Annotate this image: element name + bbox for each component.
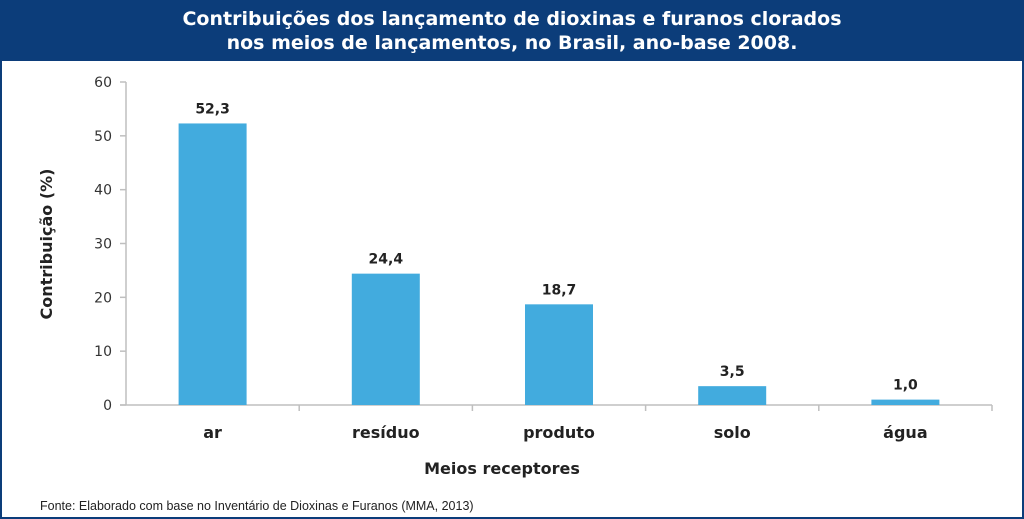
- bar-chart: 0 10 20 30 40 50 60 52,3 ar 24,4 resíduo 18,7 produ…: [37, 75, 993, 478]
- bar-resíduo: [351, 273, 420, 405]
- y-tick-label: 10: [94, 344, 112, 360]
- chart-title-line-2: nos meios de lançamentos, no Brasil, ano…: [226, 32, 798, 54]
- bar-produto: [525, 304, 593, 405]
- y-axis-label: Contribuição (%): [37, 169, 56, 320]
- x-tick-label: produto: [523, 423, 595, 442]
- data-label: 52,3: [195, 101, 230, 117]
- data-label: 3,5: [720, 364, 745, 380]
- y-tick-label: 50: [94, 129, 112, 145]
- data-label: 24,4: [369, 252, 404, 268]
- bar-água: [871, 399, 940, 405]
- y-tick-label: 30: [94, 237, 112, 253]
- chart-title: Contribuições dos lançamento de dioxinas…: [0, 0, 1024, 61]
- x-tick-label: resíduo: [352, 423, 420, 442]
- data-label: 18,7: [542, 282, 577, 298]
- chart-bars: [178, 123, 940, 406]
- chart-labels: 52,3 ar 24,4 resíduo 18,7 produto 3,5 solo 1,0 ág…: [195, 101, 927, 442]
- bar-solo: [698, 386, 767, 405]
- y-tick-label: 0: [103, 398, 112, 414]
- x-tick-label: ar: [203, 423, 222, 442]
- x-tick-label: solo: [714, 423, 751, 442]
- chart-title-line-1: Contribuições dos lançamento de dioxinas…: [182, 8, 842, 30]
- bar-ar: [178, 123, 247, 406]
- y-tick-label: 60: [94, 75, 112, 91]
- x-axis-label: Meios receptores: [424, 459, 580, 478]
- x-tick-label: água: [883, 423, 927, 442]
- data-label: 1,0: [893, 378, 918, 394]
- y-tick-label: 40: [94, 183, 112, 199]
- source-footnote: Fonte: Elaborado com base no Inventário …: [40, 499, 474, 513]
- y-tick-label: 20: [94, 290, 112, 306]
